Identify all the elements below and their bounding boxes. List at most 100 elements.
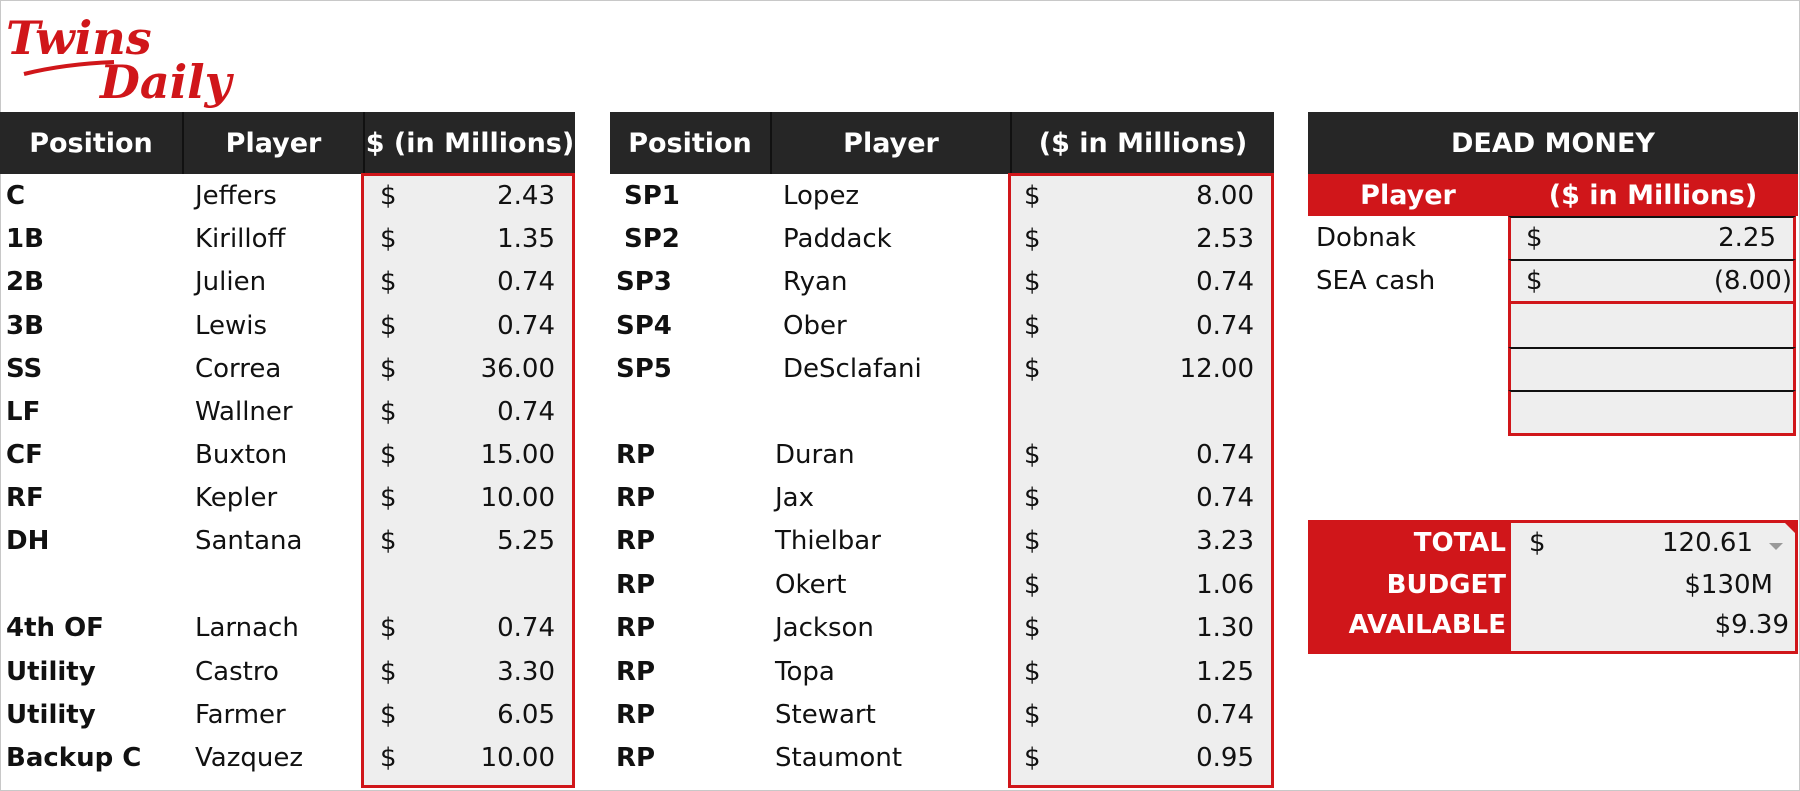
pitchers-row-position[interactable]: RP — [616, 612, 656, 643]
hitters-row-position[interactable]: DH — [6, 525, 50, 556]
pitchers-row-player[interactable]: Ryan — [783, 266, 848, 297]
pitchers-row-player[interactable]: Jackson — [775, 612, 874, 643]
pitchers-row-salary[interactable]: 0.95 — [1196, 742, 1254, 773]
hitters-row-player[interactable]: Kepler — [195, 482, 278, 513]
budget-value[interactable]: $130M — [1684, 570, 1773, 600]
pitchers-row-player[interactable]: Jax — [775, 482, 814, 513]
pitchers-row-position[interactable]: SP2 — [624, 223, 680, 254]
hitters-row-position[interactable]: 1B — [6, 223, 44, 254]
pitchers-row-position[interactable]: RP — [616, 656, 656, 687]
hitters-row-position[interactable]: Backup C — [6, 742, 142, 773]
hitters-row-salary[interactable]: 3.30 — [497, 656, 555, 687]
pitchers-row-player[interactable]: Topa — [775, 656, 835, 687]
hitters-row-position[interactable]: CF — [6, 439, 43, 470]
hitters-header-position[interactable]: Position — [0, 112, 182, 174]
hitters-row-position[interactable]: C — [6, 180, 26, 211]
hitters-row-player[interactable]: Wallner — [195, 396, 293, 427]
hitters-row-salary[interactable]: 15.00 — [480, 439, 555, 470]
dead-money-row-salary[interactable]: 2.25 — [1718, 222, 1776, 253]
dead-money-row-player[interactable]: SEA cash — [1316, 265, 1436, 296]
hitters-row-salary[interactable]: 1.35 — [497, 223, 555, 254]
dropdown-caret-icon[interactable] — [1769, 543, 1783, 550]
total-value[interactable]: 120.61 — [1662, 528, 1753, 558]
hitters-row-player[interactable]: Julien — [195, 266, 267, 297]
hitters-row-player[interactable]: Farmer — [195, 699, 286, 730]
hitters-row-salary[interactable]: 6.05 — [497, 699, 555, 730]
pitchers-row-player[interactable]: DeSclafani — [783, 353, 922, 384]
hitters-header-player[interactable]: Player — [182, 112, 363, 174]
pitchers-row-position[interactable]: RP — [616, 525, 656, 556]
hitters-row-position[interactable]: Utility — [6, 656, 96, 687]
hitters-row-salary[interactable]: 36.00 — [480, 353, 555, 384]
pitchers-header-player[interactable]: Player — [770, 112, 1010, 174]
pitchers-row-player[interactable]: Thielbar — [775, 525, 881, 556]
pitchers-row-salary[interactable]: 0.74 — [1196, 439, 1254, 470]
dead-money-empty-cell[interactable] — [1508, 304, 1796, 347]
pitchers-row-position[interactable]: SP5 — [616, 353, 672, 384]
pitchers-row-position[interactable]: RP — [616, 482, 656, 513]
pitchers-row-position[interactable]: SP1 — [624, 180, 680, 211]
summary-values[interactable]: $ 120.61 $130M $9.39 — [1511, 523, 1795, 651]
hitters-row-salary[interactable]: 0.74 — [497, 310, 555, 341]
pitchers-row-position[interactable]: SP4 — [616, 310, 672, 341]
pitchers-row-salary[interactable]: 1.25 — [1196, 656, 1254, 687]
pitchers-header-salary[interactable]: ($ in Millions) — [1010, 112, 1274, 174]
hitters-row-player[interactable]: Larnach — [195, 612, 299, 643]
hitters-row-salary[interactable]: 0.74 — [497, 266, 555, 297]
dead-money-header-salary[interactable]: ($ in Millions) — [1548, 179, 1758, 211]
hitters-row-position[interactable]: 3B — [6, 310, 44, 341]
pitchers-row-player[interactable]: Lopez — [783, 180, 860, 211]
pitchers-row-player[interactable]: Stewart — [775, 699, 876, 730]
pitchers-row-position[interactable]: RP — [616, 569, 656, 600]
pitchers-row-position[interactable]: SP3 — [616, 266, 672, 297]
hitters-row-salary[interactable]: 5.25 — [497, 525, 555, 556]
dead-money-row-salary[interactable]: (8.00) — [1713, 265, 1792, 296]
pitchers-row-salary[interactable]: 1.30 — [1196, 612, 1254, 643]
hitters-row-player[interactable]: Santana — [195, 525, 303, 556]
hitters-row-salary[interactable]: 10.00 — [480, 742, 555, 773]
pitchers-row-salary[interactable]: 8.00 — [1196, 180, 1254, 211]
pitchers-row-position[interactable]: RP — [616, 439, 656, 470]
hitters-row-player[interactable]: Buxton — [195, 439, 288, 470]
pitchers-row-position[interactable]: RP — [616, 699, 656, 730]
dead-money-header-player[interactable]: Player — [1360, 179, 1456, 211]
dead-money-cell[interactable] — [1508, 259, 1796, 304]
pitchers-row-salary[interactable]: 2.53 — [1196, 223, 1254, 254]
dead-money-row-player[interactable]: Dobnak — [1316, 222, 1416, 253]
pitchers-row-player[interactable]: Okert — [775, 569, 847, 600]
pitchers-row-salary[interactable]: 0.74 — [1196, 482, 1254, 513]
pitchers-header-position[interactable]: Position — [610, 112, 770, 174]
hitters-row-position[interactable]: 4th OF — [6, 612, 104, 643]
pitchers-row-salary[interactable]: 12.00 — [1179, 353, 1254, 384]
hitters-row-player[interactable]: Lewis — [195, 310, 268, 341]
dead-money-cell[interactable] — [1508, 216, 1796, 259]
pitchers-row-salary[interactable]: 3.23 — [1196, 525, 1254, 556]
hitters-row-salary[interactable]: 2.43 — [497, 180, 555, 211]
hitters-row-player[interactable]: Castro — [195, 656, 279, 687]
hitters-row-salary[interactable]: 0.74 — [497, 396, 555, 427]
hitters-row-position[interactable]: LF — [6, 396, 41, 427]
pitchers-row-player[interactable]: Duran — [775, 439, 855, 470]
hitters-row-position[interactable]: SS — [6, 353, 43, 384]
pitchers-row-salary[interactable]: 0.74 — [1196, 310, 1254, 341]
hitters-row-position[interactable]: RF — [6, 482, 44, 513]
available-value[interactable]: $9.39 — [1714, 610, 1789, 640]
hitters-row-player[interactable]: Correa — [195, 353, 282, 384]
pitchers-row-player[interactable]: Ober — [783, 310, 847, 341]
hitters-row-position[interactable]: Utility — [6, 699, 96, 730]
pitchers-row-salary[interactable]: 0.74 — [1196, 699, 1254, 730]
hitters-header-salary[interactable]: $ (in Millions) — [363, 112, 575, 174]
hitters-row-player[interactable]: Kirilloff — [195, 223, 286, 254]
pitchers-row-salary[interactable]: 0.74 — [1196, 266, 1254, 297]
dead-money-empty-cell[interactable] — [1508, 390, 1796, 436]
hitters-row-position[interactable]: 2B — [6, 266, 44, 297]
hitters-row-player[interactable]: Vazquez — [195, 742, 303, 773]
hitters-row-salary[interactable]: 10.00 — [480, 482, 555, 513]
hitters-row-player[interactable]: Jeffers — [195, 180, 277, 211]
pitchers-row-salary[interactable]: 1.06 — [1196, 569, 1254, 600]
pitchers-row-player[interactable]: Staumont — [775, 742, 903, 773]
hitters-row-salary[interactable]: 0.74 — [497, 612, 555, 643]
pitchers-row-player[interactable]: Paddack — [783, 223, 892, 254]
pitchers-row-position[interactable]: RP — [616, 742, 656, 773]
dead-money-empty-cell[interactable] — [1508, 347, 1796, 390]
